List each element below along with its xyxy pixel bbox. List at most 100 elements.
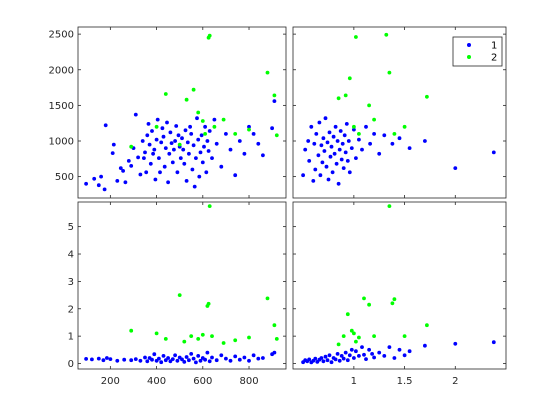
data-point-series-1: [175, 358, 180, 363]
y-tick-label: 5: [68, 222, 74, 233]
data-point-series-1: [349, 347, 354, 352]
data-point-series-1: [313, 167, 318, 172]
data-point-series-1: [184, 179, 189, 183]
y-tick-label: 1000: [49, 137, 74, 148]
data-point-series-2: [265, 70, 270, 75]
data-point-series-1: [126, 159, 131, 163]
data-point-series-1: [105, 356, 109, 360]
data-point-series-1: [314, 132, 319, 136]
data-point-series-2: [357, 335, 361, 340]
data-point-series-1: [189, 352, 194, 356]
data-point-series-1: [317, 120, 322, 125]
data-point-series-1: [143, 150, 147, 155]
data-point-series-2: [425, 323, 429, 328]
data-point-series-1: [341, 356, 346, 361]
data-point-series-1: [162, 164, 167, 169]
y-tick-label: 0: [68, 359, 74, 370]
data-point-series-2: [163, 92, 168, 96]
x-tick-label: 2: [452, 376, 458, 387]
data-point-series-1: [327, 353, 332, 358]
data-point-series-2: [233, 132, 238, 136]
data-point-series-1: [206, 149, 211, 153]
data-point-series-1: [453, 341, 458, 346]
y-tick-label: 3: [68, 277, 74, 288]
legend-label: 2: [491, 53, 497, 64]
data-point-series-1: [168, 130, 173, 135]
data-point-series-1: [202, 144, 206, 149]
data-point-series-1: [360, 345, 364, 349]
data-point-series-1: [323, 116, 328, 121]
data-point-series-1: [364, 124, 368, 129]
data-point-series-1: [397, 136, 402, 141]
data-point-series-1: [187, 358, 191, 363]
data-point-series-1: [345, 159, 350, 163]
data-point-series-1: [166, 180, 171, 185]
data-point-series-1: [192, 184, 197, 189]
data-point-series-1: [142, 156, 146, 161]
data-point-series-1: [90, 357, 94, 362]
data-point-series-1: [110, 151, 115, 156]
data-point-series-1: [242, 355, 247, 360]
data-point-series-1: [372, 132, 376, 136]
data-point-series-1: [343, 350, 348, 355]
data-point-series-1: [121, 169, 125, 173]
data-point-series-1: [491, 150, 496, 155]
legend-box: [452, 36, 503, 67]
data-point-series-1: [146, 122, 151, 126]
data-point-series-1: [145, 359, 150, 364]
data-point-series-1: [207, 129, 212, 133]
data-point-series-1: [191, 143, 196, 148]
data-point-series-1: [392, 356, 397, 360]
data-point-series-1: [251, 353, 256, 358]
data-point-series-1: [335, 139, 340, 143]
data-point-series-2: [354, 35, 358, 39]
data-point-series-1: [306, 139, 311, 143]
data-point-series-1: [158, 170, 162, 175]
data-point-series-2: [274, 337, 279, 341]
data-point-series-2: [203, 132, 208, 136]
data-point-series-1: [194, 360, 198, 365]
data-point-series-1: [337, 147, 342, 152]
data-point-series-2: [154, 331, 159, 336]
data-point-series-2: [212, 124, 217, 129]
data-point-series-2: [200, 332, 205, 337]
data-point-series-1: [307, 159, 312, 163]
data-point-series-1: [326, 177, 331, 182]
data-point-series-1: [364, 357, 368, 361]
data-point-series-1: [377, 151, 382, 156]
data-point-series-1: [159, 360, 164, 365]
data-point-series-1: [122, 357, 127, 362]
data-point-series-1: [402, 353, 407, 358]
data-point-series-1: [328, 154, 333, 159]
data-point-series-1: [491, 340, 496, 345]
data-point-series-1: [377, 350, 382, 355]
data-point-series-2: [392, 132, 397, 136]
data-point-series-1: [205, 139, 210, 143]
data-point-series-1: [349, 146, 354, 151]
data-point-series-1: [157, 356, 161, 361]
data-point-series-1: [138, 358, 143, 363]
data-point-series-1: [370, 352, 374, 356]
data-point-series-1: [163, 146, 168, 151]
data-point-series-1: [319, 356, 324, 360]
data-point-series-2: [233, 338, 238, 343]
data-point-series-2: [387, 204, 392, 209]
data-point-series-1: [180, 357, 184, 362]
data-point-series-1: [182, 360, 187, 364]
data-point-series-1: [136, 155, 141, 160]
data-point-series-1: [316, 153, 321, 158]
data-point-series-1: [101, 358, 106, 363]
y-tick-label: 1: [68, 332, 74, 343]
data-point-series-1: [178, 156, 183, 161]
data-point-series-1: [323, 354, 328, 359]
data-point-series-1: [161, 134, 166, 139]
data-point-series-1: [320, 160, 325, 165]
data-point-series-1: [397, 347, 402, 352]
data-point-series-1: [325, 358, 330, 363]
data-point-series-1: [133, 357, 138, 361]
data-point-series-1: [118, 166, 123, 171]
data-point-series-1: [334, 161, 339, 166]
data-point-series-1: [303, 147, 308, 152]
data-point-series-1: [224, 356, 228, 361]
